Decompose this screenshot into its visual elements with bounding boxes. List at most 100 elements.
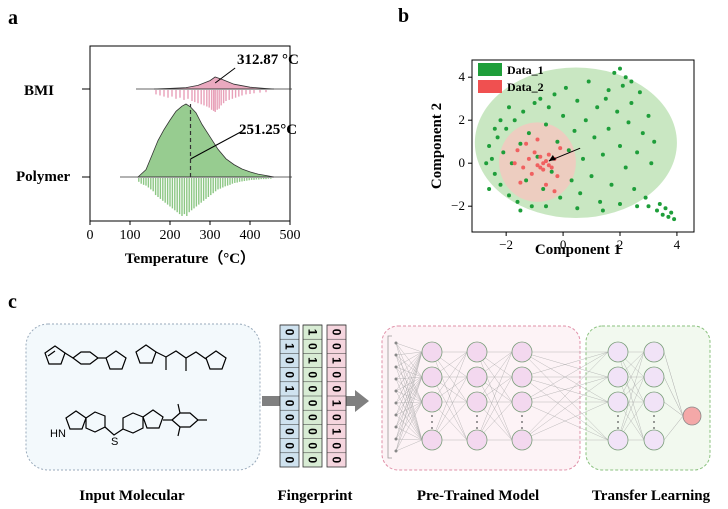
legend: Data_1 Data_2 xyxy=(478,63,544,94)
hidden-node-3-2 xyxy=(607,391,629,413)
maleimide-ring-2 xyxy=(105,350,127,370)
input-node-1 xyxy=(394,353,398,357)
panel-b-chart: −2 0 2 4 −2 0 2 4 Data_1 Data_2 Component 1 Com… xyxy=(429,59,695,258)
ellipsis-dot-1-1 xyxy=(476,421,478,423)
point-data_1-27 xyxy=(563,85,568,90)
point-data_1-44 xyxy=(612,70,617,75)
edge-0-3-0 xyxy=(395,342,423,441)
panel-a-frame xyxy=(89,45,291,222)
point-data_1-18 xyxy=(538,96,543,101)
point-data_1-32 xyxy=(578,191,583,196)
caption-pretrained-model: Pre-Trained Model xyxy=(417,488,539,504)
ellipsis-dot-3-2 xyxy=(617,427,619,429)
point-data_1-58 xyxy=(652,139,657,144)
ellipsis-dot-4-2 xyxy=(653,427,655,429)
arrow-head xyxy=(548,155,556,162)
input-node-2 xyxy=(394,365,398,369)
point-data_1-5 xyxy=(501,150,506,155)
panel-c-workflow: HN S 0 1 0 0 1 0 0 0 0 0 1 0 1 0 0 0 0 0 0 0 0 0 1 0 0 1 0 1 0 0 Inpu… xyxy=(25,323,711,504)
edge-0-0-9 xyxy=(395,351,423,452)
point-data_1-71 xyxy=(487,187,492,191)
hidden-node-2-2 xyxy=(511,391,533,413)
fingerprint-bits: 0 1 0 0 1 0 0 0 0 0 1 0 1 0 0 0 0 0 0 0 0 0 1 0 0 1 0 1 0 0 xyxy=(279,324,347,468)
point-data_1-75 xyxy=(518,208,523,213)
panel-a-series-layer xyxy=(120,67,292,216)
fingerprint-bit-2-5: 1 xyxy=(330,400,344,407)
x-tick-label-1: 100 xyxy=(120,228,141,243)
fingerprint-bit-1-6: 0 xyxy=(306,414,320,421)
edge-0-1-9 xyxy=(395,376,423,452)
edge-3-1-0 xyxy=(521,351,609,378)
point-data_2-19 xyxy=(552,189,557,194)
edge-3-3-2 xyxy=(521,401,609,441)
point-data_2-14 xyxy=(518,180,523,185)
legend-label-data1: Data_1 xyxy=(507,63,544,77)
panel-b-frame-top xyxy=(471,59,695,233)
x-tick-label-2: 200 xyxy=(160,228,181,243)
fingerprint-bit-1-0: 1 xyxy=(306,329,320,336)
point-data_2-17 xyxy=(558,146,563,151)
x-tick-label-4: 400 xyxy=(240,228,261,243)
edge-0-3-8 xyxy=(395,438,423,441)
point-data_1-57 xyxy=(649,161,654,166)
b-x-tick-label-3: 4 xyxy=(674,237,681,252)
point-data_1-48 xyxy=(623,165,628,170)
point-data_1-46 xyxy=(618,144,622,148)
point-data_1-3 xyxy=(495,135,500,140)
edge-1-3-0 xyxy=(431,351,468,441)
input-node-3 xyxy=(394,377,398,381)
point-data_1-21 xyxy=(546,105,551,110)
point-data_1-45 xyxy=(615,109,620,114)
point-data_1-40 xyxy=(600,152,605,157)
edge-0-0-5 xyxy=(395,351,423,404)
b-y-tick-label-3: 4 xyxy=(459,69,466,84)
point-data_1-65 xyxy=(672,217,677,222)
panel-a-x-label: Temperature（°C） xyxy=(125,249,255,267)
hidden-node-4-0 xyxy=(643,341,665,363)
point-data_2-6 xyxy=(535,163,540,168)
fingerprint-bit-0-4: 1 xyxy=(283,386,297,393)
fingerprint-bit-1-9: 0 xyxy=(306,457,320,464)
point-data_1-53 xyxy=(637,90,642,95)
hidden-node-1-1 xyxy=(466,366,488,388)
hidden-node-2-1 xyxy=(511,366,533,388)
input-node-8 xyxy=(394,437,398,441)
fingerprint-bit-0-1: 1 xyxy=(283,343,297,350)
point-data_1-8 xyxy=(509,161,514,166)
point-data_1-66 xyxy=(618,66,622,71)
fingerprint-bit-1-7: 0 xyxy=(306,428,320,435)
hidden-node-4-1 xyxy=(643,366,665,388)
edge-0-3-7 xyxy=(395,426,423,441)
ellipsis-dot-2-1 xyxy=(521,421,523,423)
point-data_1-60 xyxy=(657,202,662,206)
imide-ring-2 xyxy=(142,409,164,429)
point-data_1-0 xyxy=(487,144,492,148)
point-data_1-24 xyxy=(555,139,560,144)
edge-4-3-0 xyxy=(617,351,645,441)
maleimide-ring-3 xyxy=(135,344,157,364)
fingerprint-bit-1-4: 0 xyxy=(306,386,320,393)
legend-label-data2: Data_2 xyxy=(507,80,544,94)
molecule-label-s: S xyxy=(111,436,118,448)
point-data_1-11 xyxy=(518,141,523,146)
input-node-4 xyxy=(394,389,398,393)
point-data_2-0 xyxy=(515,148,520,153)
hidden-node-3-0 xyxy=(607,341,629,363)
point-data_1-34 xyxy=(583,118,588,123)
edge-0-3-2 xyxy=(395,366,423,441)
edge-3-3-1 xyxy=(521,376,609,441)
n-phenyl-bond-1 xyxy=(64,352,74,359)
ellipsis-dot-3-0 xyxy=(617,415,619,417)
fingerprint-bit-1-1: 0 xyxy=(306,343,320,350)
point-data_1-61 xyxy=(660,212,665,217)
point-data_1-1 xyxy=(489,156,494,161)
point-data_1-7 xyxy=(507,193,511,198)
kde-area-bmi xyxy=(153,76,275,90)
annotation-bmi-peak: 312.87 °C xyxy=(237,52,299,68)
point-data_1-54 xyxy=(640,131,645,136)
point-data_2-2 xyxy=(524,141,529,146)
fingerprint-bit-0-0: 0 xyxy=(283,329,297,336)
edge-0-0-1 xyxy=(395,351,423,356)
x-tick-label-0: 0 xyxy=(87,228,94,243)
